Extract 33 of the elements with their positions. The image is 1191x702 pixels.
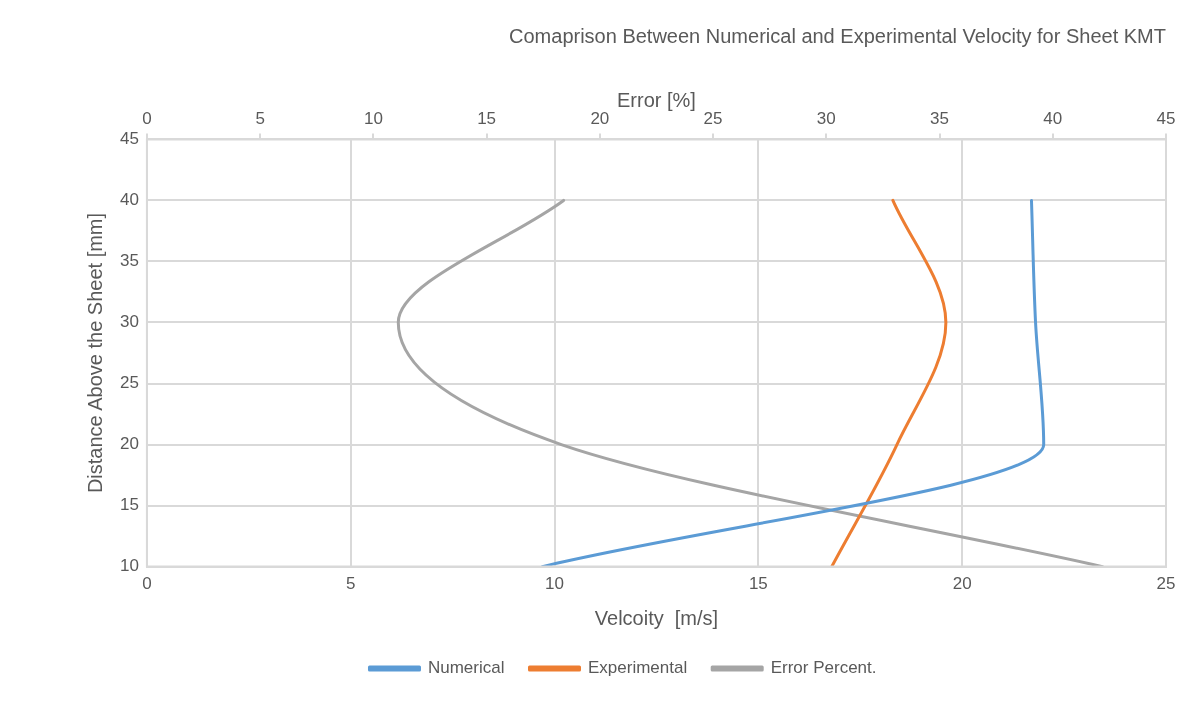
y-tick-label: 35 [119, 251, 139, 271]
x-tick-label: 0 [142, 574, 152, 594]
y-tick-label: 20 [119, 434, 139, 454]
x-tick-label: 5 [345, 574, 356, 594]
legend-label: Error Percent. [770, 658, 877, 678]
y-axis-title: Distance Above the Sheet [mm] [83, 212, 106, 494]
y-tick-label: 30 [119, 312, 139, 332]
x2-tick-label: 10 [363, 108, 383, 128]
x-axis-title: Velcoity [m/s] [594, 606, 719, 629]
x-tick-label: 15 [748, 574, 768, 594]
x-tick-label: 20 [952, 574, 972, 594]
legend-label: Numerical [427, 658, 505, 678]
x2-tick-label: 20 [590, 108, 610, 128]
y-tick-label: 40 [119, 190, 139, 210]
y-tick-label: 25 [119, 373, 139, 393]
line-series [540, 198, 1046, 567]
legend-label: Experimental [588, 658, 688, 678]
x-tick-label: 10 [545, 574, 565, 594]
x2-axis-title: Error [%] [617, 88, 696, 111]
y-tick-label: 45 [119, 129, 139, 149]
x2-tick-label: 30 [816, 108, 836, 128]
x2-tick-label: 5 [255, 108, 265, 128]
x2-tick-label: 25 [703, 108, 723, 128]
x2-tick-label: 40 [1043, 108, 1063, 128]
chart-title: Comaprison Between Numerical and Experimental Velocity for Sheet KMT [509, 24, 1166, 47]
line-series [830, 198, 948, 567]
y-tick-label: 10 [119, 556, 139, 576]
x2-tick-label: 35 [930, 108, 949, 128]
x2-tick-label: 0 [142, 108, 152, 128]
x2-tick-label: 15 [477, 108, 497, 128]
x-tick-label: 25 [1156, 574, 1176, 594]
y-tick-label: 15 [119, 495, 139, 515]
x2-tick-label: 45 [1156, 108, 1176, 128]
